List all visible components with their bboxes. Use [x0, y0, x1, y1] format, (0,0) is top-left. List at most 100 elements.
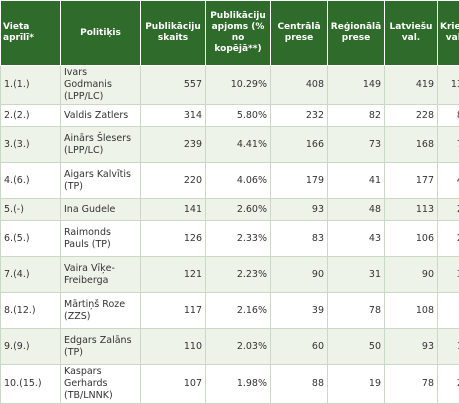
- header-pub-count: Publikāciju skaits: [141, 1, 206, 66]
- cell-latvian-lang: 177: [385, 163, 438, 199]
- cell-russian-lang: 86: [438, 105, 459, 127]
- cell-latvian-lang: 419: [385, 66, 438, 105]
- cell-rank: 10.(15.): [1, 365, 61, 404]
- table-row: 4.(6.) Aigars Kalvītis (TP) 220 4.06% 17…: [1, 163, 459, 199]
- cell-rank: 1.(1.): [1, 66, 61, 105]
- header-pub-volume: Publikāciju apjoms (% no kopējā**): [206, 1, 271, 66]
- cell-pub-volume: 2.03%: [206, 329, 271, 365]
- cell-politician: Aigars Kalvītis (TP): [61, 163, 141, 199]
- cell-regional-press: 50: [328, 329, 385, 365]
- cell-pub-volume: 2.33%: [206, 221, 271, 257]
- cell-pub-volume: 10.29%: [206, 66, 271, 105]
- cell-pub-count: 220: [141, 163, 206, 199]
- cell-russian-lang: 28: [438, 199, 459, 221]
- cell-politician: Mārtiņš Roze (ZZS): [61, 293, 141, 329]
- cell-pub-volume: 2.60%: [206, 199, 271, 221]
- cell-politician: Edgars Zalāns (TP): [61, 329, 141, 365]
- cell-politician: Ivars Godmanis (LPP/LC): [61, 66, 141, 105]
- cell-pub-volume: 1.98%: [206, 365, 271, 404]
- cell-pub-volume: 5.80%: [206, 105, 271, 127]
- cell-russian-lang: 31: [438, 257, 459, 293]
- cell-central-press: 60: [271, 329, 328, 365]
- cell-politician: Valdis Zatlers: [61, 105, 141, 127]
- cell-rank: 5.(-): [1, 199, 61, 221]
- cell-pub-count: 314: [141, 105, 206, 127]
- cell-regional-press: 41: [328, 163, 385, 199]
- header-central-press: Centrālā prese: [271, 1, 328, 66]
- cell-central-press: 93: [271, 199, 328, 221]
- cell-central-press: 88: [271, 365, 328, 404]
- table-row: 6.(5.) Raimonds Pauls (TP) 126 2.33% 83 …: [1, 221, 459, 257]
- cell-central-press: 166: [271, 127, 328, 163]
- table-row: 1.(1.) Ivars Godmanis (LPP/LC) 557 10.29…: [1, 66, 459, 105]
- cell-regional-press: 78: [328, 293, 385, 329]
- cell-latvian-lang: 78: [385, 365, 438, 404]
- cell-russian-lang: 20: [438, 221, 459, 257]
- cell-latvian-lang: 106: [385, 221, 438, 257]
- cell-latvian-lang: 113: [385, 199, 438, 221]
- cell-central-press: 179: [271, 163, 328, 199]
- cell-russian-lang: 29: [438, 365, 459, 404]
- table-row: 9.(9.) Edgars Zalāns (TP) 110 2.03% 60 5…: [1, 329, 459, 365]
- cell-rank: 2.(2.): [1, 105, 61, 127]
- cell-russian-lang: 9: [438, 293, 459, 329]
- cell-regional-press: 19: [328, 365, 385, 404]
- cell-pub-count: 121: [141, 257, 206, 293]
- cell-latvian-lang: 93: [385, 329, 438, 365]
- cell-regional-press: 43: [328, 221, 385, 257]
- table-row: 8.(12.) Mārtiņš Roze (ZZS) 117 2.16% 39 …: [1, 293, 459, 329]
- header-rank: Vieta aprīlī*: [1, 1, 61, 66]
- header-row: Vieta aprīlī* Politiķis Publikāciju skai…: [1, 1, 459, 66]
- cell-rank: 3.(3.): [1, 127, 61, 163]
- cell-pub-count: 141: [141, 199, 206, 221]
- cell-politician: Ainārs Šlesers (LPP/LC): [61, 127, 141, 163]
- cell-politician: Kaspars Gerhards (TB/LNNK): [61, 365, 141, 404]
- cell-regional-press: 31: [328, 257, 385, 293]
- header-russian-lang: Krievu val.: [438, 1, 459, 66]
- cell-pub-volume: 4.06%: [206, 163, 271, 199]
- cell-rank: 6.(5.): [1, 221, 61, 257]
- header-regional-press: Reģionālā prese: [328, 1, 385, 66]
- cell-regional-press: 48: [328, 199, 385, 221]
- cell-regional-press: 82: [328, 105, 385, 127]
- cell-pub-count: 239: [141, 127, 206, 163]
- cell-pub-volume: 2.16%: [206, 293, 271, 329]
- cell-pub-count: 126: [141, 221, 206, 257]
- cell-latvian-lang: 228: [385, 105, 438, 127]
- cell-pub-volume: 4.41%: [206, 127, 271, 163]
- cell-russian-lang: 71: [438, 127, 459, 163]
- header-latvian-lang: Latviešu val.: [385, 1, 438, 66]
- cell-latvian-lang: 90: [385, 257, 438, 293]
- cell-politician: Vaira Vīķe-Freiberga: [61, 257, 141, 293]
- cell-russian-lang: 43: [438, 163, 459, 199]
- cell-rank: 8.(12.): [1, 293, 61, 329]
- cell-central-press: 90: [271, 257, 328, 293]
- cell-pub-volume: 2.23%: [206, 257, 271, 293]
- cell-regional-press: 149: [328, 66, 385, 105]
- cell-regional-press: 73: [328, 127, 385, 163]
- table-row: 3.(3.) Ainārs Šlesers (LPP/LC) 239 4.41%…: [1, 127, 459, 163]
- cell-central-press: 408: [271, 66, 328, 105]
- cell-politician: Raimonds Pauls (TP): [61, 221, 141, 257]
- cell-pub-count: 110: [141, 329, 206, 365]
- table-row: 2.(2.) Valdis Zatlers 314 5.80% 232 82 2…: [1, 105, 459, 127]
- cell-rank: 7.(4.): [1, 257, 61, 293]
- cell-rank: 9.(9.): [1, 329, 61, 365]
- cell-pub-count: 117: [141, 293, 206, 329]
- cell-russian-lang: 17: [438, 329, 459, 365]
- table-row: 10.(15.) Kaspars Gerhards (TB/LNNK) 107 …: [1, 365, 459, 404]
- cell-russian-lang: 138: [438, 66, 459, 105]
- cell-latvian-lang: 108: [385, 293, 438, 329]
- table-row: 5.(-) Ina Gudele 141 2.60% 93 48 113 28: [1, 199, 459, 221]
- cell-central-press: 83: [271, 221, 328, 257]
- cell-rank: 4.(6.): [1, 163, 61, 199]
- cell-latvian-lang: 168: [385, 127, 438, 163]
- cell-central-press: 232: [271, 105, 328, 127]
- table-row: 7.(4.) Vaira Vīķe-Freiberga 121 2.23% 90…: [1, 257, 459, 293]
- cell-central-press: 39: [271, 293, 328, 329]
- header-politician: Politiķis: [61, 1, 141, 66]
- cell-politician: Ina Gudele: [61, 199, 141, 221]
- cell-pub-count: 557: [141, 66, 206, 105]
- cell-pub-count: 107: [141, 365, 206, 404]
